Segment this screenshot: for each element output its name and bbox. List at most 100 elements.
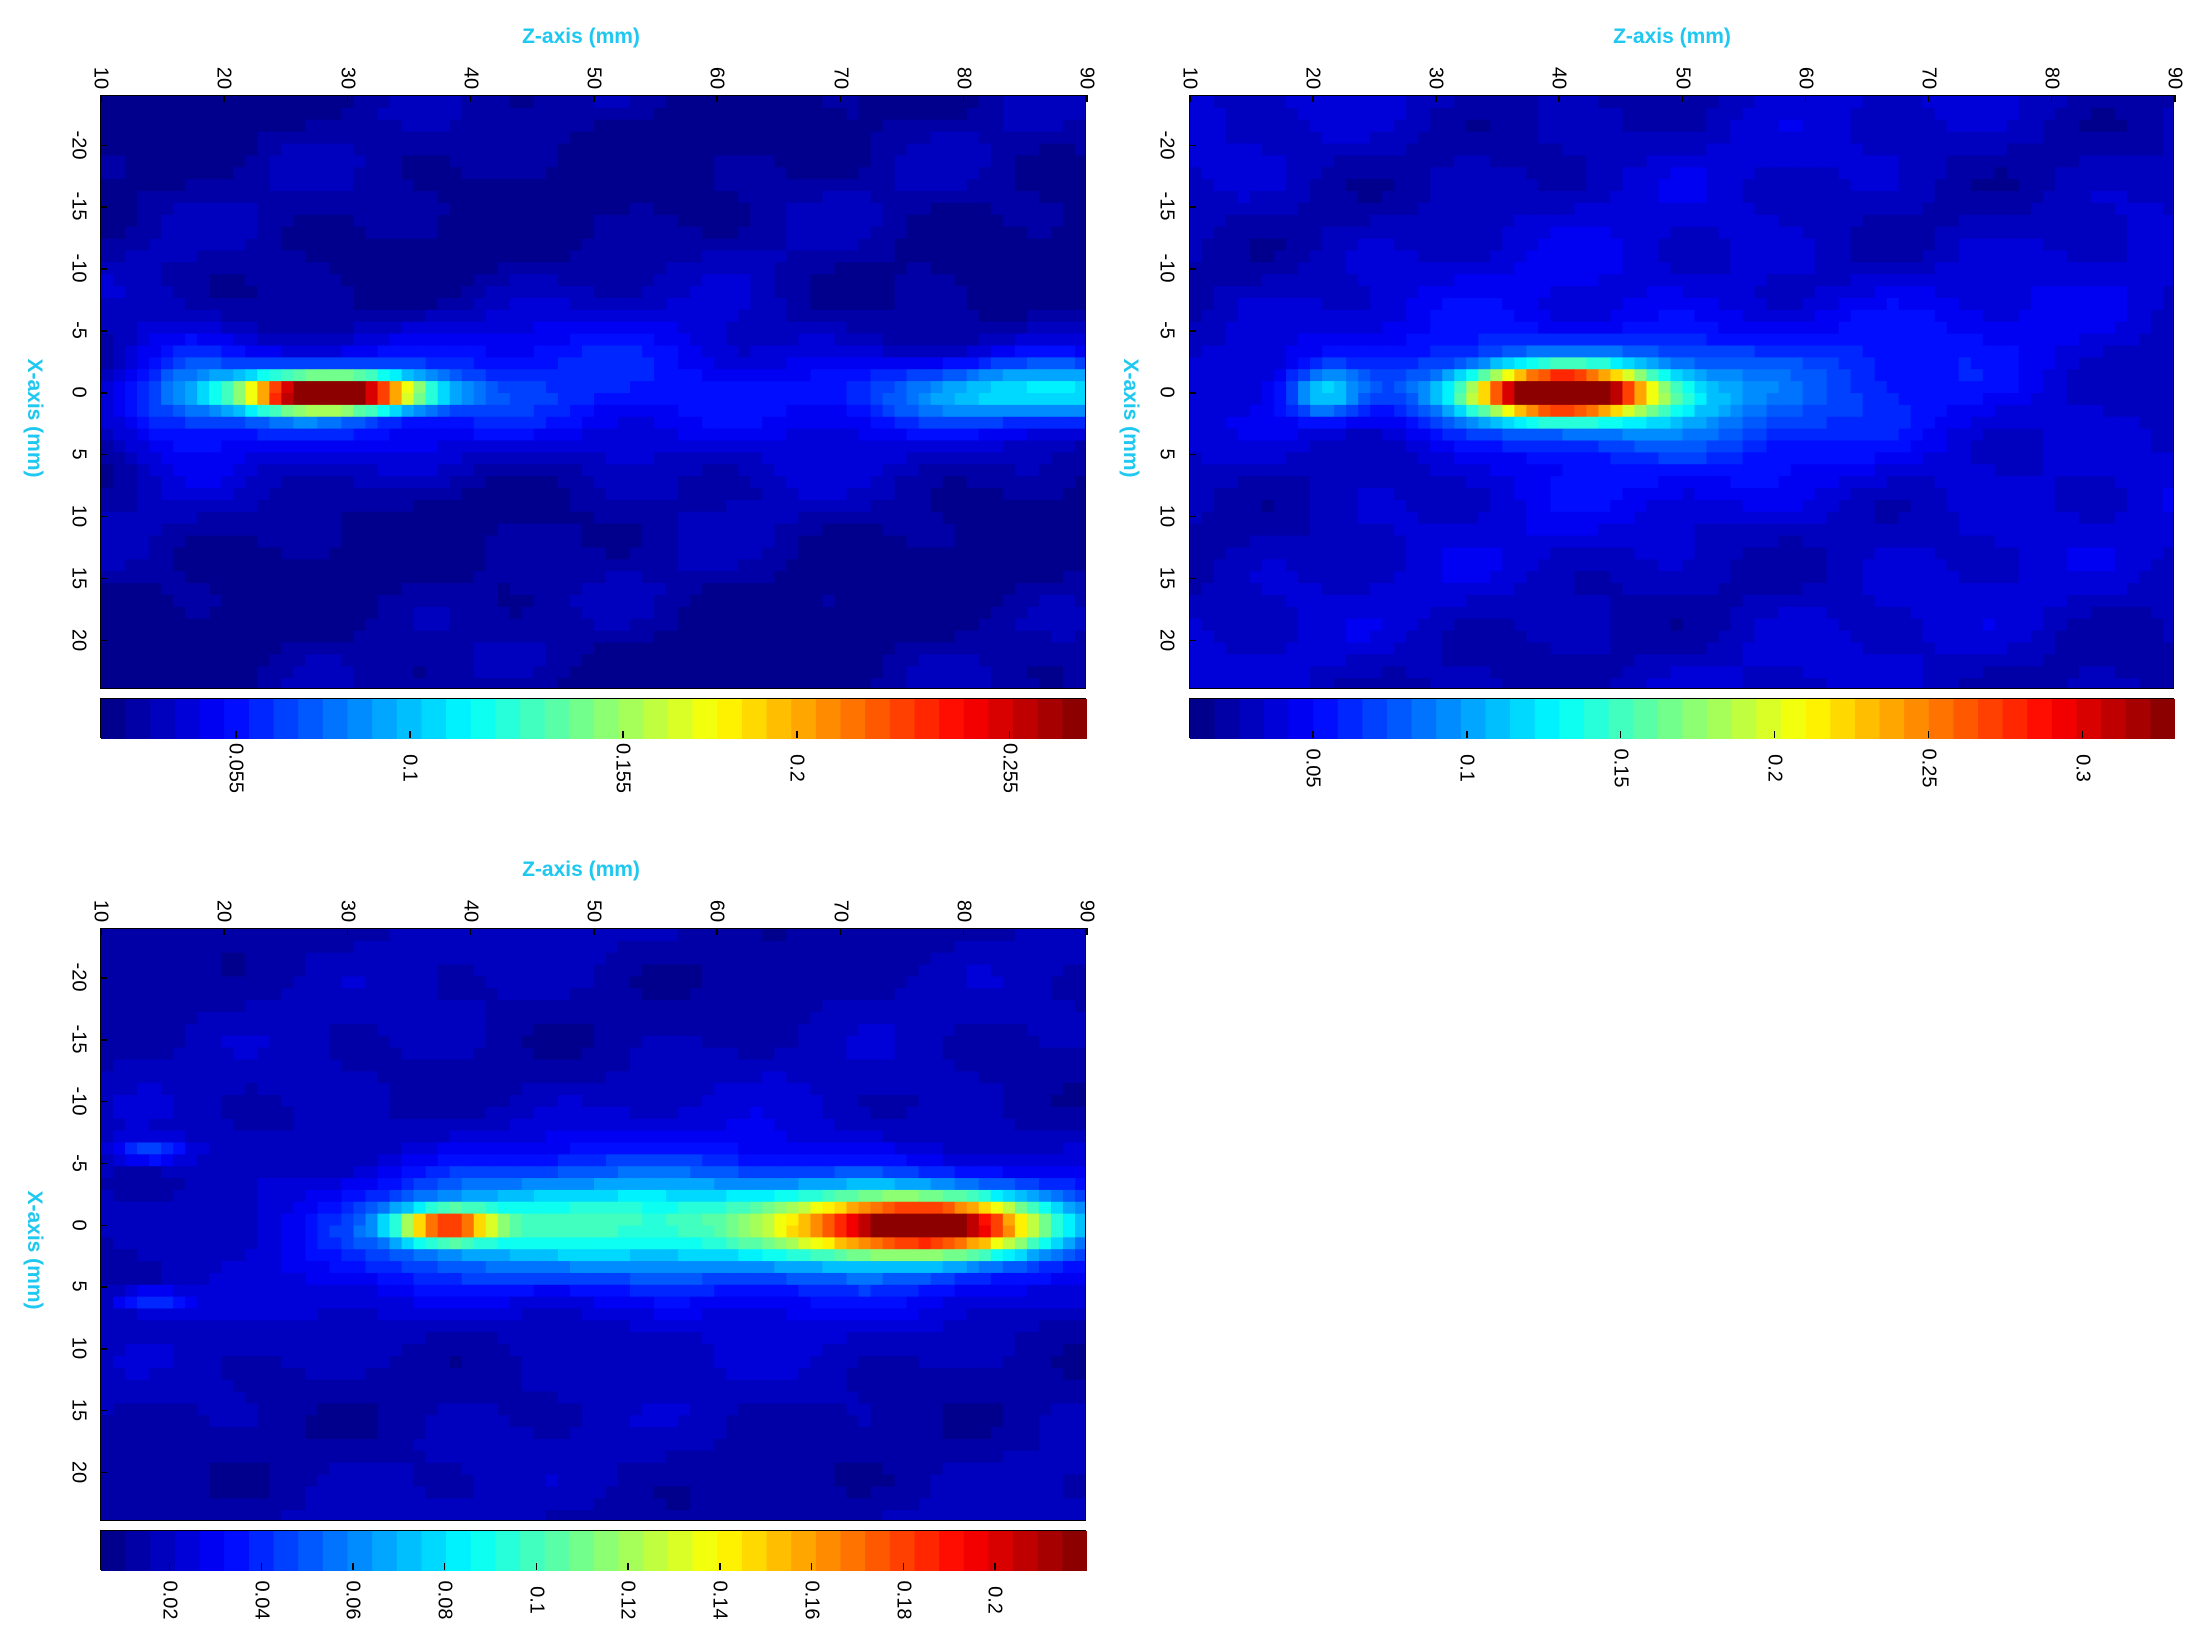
heatmap-cell bbox=[1238, 119, 1251, 133]
heatmap-cell bbox=[1910, 191, 1924, 204]
heatmap-cell bbox=[726, 357, 739, 370]
heatmap-cell bbox=[942, 155, 956, 168]
heatmap-cell bbox=[726, 654, 739, 667]
heatmap-cell bbox=[401, 262, 415, 275]
heatmap-cell bbox=[1394, 167, 1407, 180]
heatmap-cell bbox=[678, 286, 691, 299]
heatmap-cell bbox=[606, 238, 619, 252]
heatmap-cell bbox=[245, 321, 258, 335]
heatmap-cell bbox=[533, 167, 547, 180]
heatmap-cell bbox=[2042, 107, 2056, 121]
heatmap-cell bbox=[1538, 107, 1551, 121]
heatmap-cell bbox=[101, 535, 114, 549]
heatmap-cell bbox=[353, 226, 367, 240]
heatmap-cell bbox=[1014, 321, 1028, 335]
heatmap-cell bbox=[1002, 262, 1016, 275]
heatmap-cell bbox=[269, 642, 282, 655]
heatmap-cell bbox=[221, 654, 234, 667]
heatmap-cell bbox=[918, 155, 932, 168]
heatmap-cell bbox=[594, 119, 607, 133]
heatmap-cell bbox=[702, 630, 715, 644]
heatmap-cell bbox=[630, 345, 643, 358]
heatmap-cell bbox=[425, 381, 439, 394]
heatmap-cell bbox=[1002, 583, 1016, 596]
heatmap-cell bbox=[990, 440, 1004, 453]
heatmap-cell bbox=[581, 666, 595, 679]
heatmap-cell bbox=[365, 678, 379, 688]
heatmap-cell bbox=[425, 309, 439, 323]
heatmap-cell bbox=[1370, 155, 1383, 168]
heatmap-cell bbox=[1310, 143, 1323, 156]
heatmap-cell bbox=[533, 274, 547, 287]
heatmap-cell bbox=[1322, 119, 1335, 133]
heatmap-cell bbox=[281, 155, 294, 168]
heatmap-cell bbox=[1670, 179, 1684, 192]
heatmap-cell bbox=[678, 523, 691, 537]
heatmap-cell bbox=[317, 642, 331, 655]
heatmap-cell bbox=[185, 488, 198, 501]
heatmap-cell bbox=[329, 345, 343, 358]
heatmap-cell bbox=[810, 286, 824, 299]
heatmap-cell bbox=[545, 345, 559, 358]
heatmap-cell bbox=[990, 678, 1004, 688]
colorbar-tick-mark bbox=[409, 731, 411, 738]
heatmap-cell bbox=[822, 143, 836, 156]
heatmap-cell bbox=[1394, 191, 1407, 204]
heatmap-cell bbox=[1298, 179, 1311, 192]
heatmap-cell bbox=[113, 155, 126, 168]
colorbar-swatch bbox=[101, 699, 127, 739]
heatmap-cell bbox=[918, 583, 932, 596]
heatmap-cell bbox=[2018, 96, 2032, 109]
heatmap-cell bbox=[269, 309, 282, 323]
colorbar-swatch bbox=[372, 699, 398, 739]
heatmap-cell bbox=[233, 96, 246, 109]
heatmap-cell bbox=[678, 404, 691, 418]
heatmap-cell bbox=[245, 262, 258, 275]
heatmap-cell bbox=[305, 226, 319, 240]
heatmap-cell bbox=[1050, 452, 1064, 465]
heatmap-cell bbox=[1742, 179, 1756, 192]
heatmap-cell bbox=[1946, 202, 1960, 216]
heatmap-cell bbox=[269, 630, 282, 644]
heatmap-cell bbox=[437, 226, 451, 240]
heatmap-cell bbox=[714, 191, 727, 204]
heatmap-cell bbox=[954, 250, 968, 263]
heatmap-cell bbox=[786, 345, 800, 358]
heatmap-cell bbox=[774, 226, 787, 240]
heatmap-cell bbox=[329, 523, 343, 537]
heatmap-cell bbox=[2030, 191, 2044, 204]
heatmap-cell bbox=[473, 119, 487, 133]
heatmap-cell bbox=[882, 547, 896, 560]
heatmap-cell bbox=[630, 286, 643, 299]
heatmap-cell bbox=[101, 464, 114, 477]
heatmap-cell bbox=[798, 523, 812, 537]
heatmap-cell bbox=[317, 381, 331, 394]
heatmap-cell bbox=[149, 214, 162, 228]
heatmap-cell bbox=[1202, 143, 1215, 156]
heatmap-cell bbox=[882, 202, 896, 216]
heatmap-cell bbox=[1038, 321, 1052, 335]
heatmap-cell bbox=[389, 606, 403, 620]
heatmap-cell bbox=[101, 618, 114, 632]
heatmap-cell bbox=[654, 618, 667, 632]
heatmap-cell bbox=[317, 369, 331, 382]
heatmap-cell bbox=[485, 143, 499, 156]
heatmap-cell bbox=[978, 369, 992, 382]
heatmap-cell bbox=[1526, 119, 1539, 133]
heatmap-cell bbox=[1002, 369, 1016, 382]
heatmap-cell bbox=[846, 167, 860, 180]
heatmap-cell bbox=[846, 369, 860, 382]
heatmap-cell bbox=[1026, 167, 1040, 180]
heatmap-cell bbox=[209, 107, 222, 121]
heatmap-cell bbox=[630, 654, 643, 667]
heatmap-cell bbox=[581, 119, 595, 133]
heatmap-cell bbox=[1062, 642, 1076, 655]
heatmap-cell bbox=[581, 167, 595, 180]
heatmap-cell bbox=[942, 547, 956, 560]
heatmap-cell bbox=[473, 143, 487, 156]
heatmap-cell bbox=[209, 678, 222, 688]
heatmap-cell bbox=[978, 440, 992, 453]
heatmap-cell bbox=[2066, 179, 2080, 192]
heatmap-cell bbox=[1598, 96, 1612, 109]
heatmap-cell bbox=[2090, 119, 2104, 133]
